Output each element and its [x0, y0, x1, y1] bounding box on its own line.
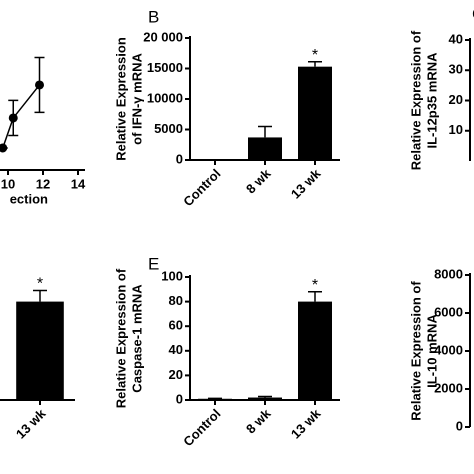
- y-tick-label: 10: [449, 122, 463, 137]
- point: [8, 113, 18, 123]
- y-axis-label: Relative Expression of: [408, 30, 423, 170]
- panel-label: E: [148, 254, 159, 273]
- x-tick-label: 8 wk: [243, 405, 274, 436]
- x-tick-label: 8 wk: [243, 165, 274, 196]
- error-bar: [308, 61, 322, 67]
- y-axis-label: Relative Expression of: [408, 281, 423, 421]
- error-bar: [258, 125, 272, 138]
- x-tick-label: Control: [180, 166, 223, 209]
- bar: [248, 137, 282, 160]
- y-tick-label: 0: [456, 418, 463, 433]
- x-tick-label: 13 wk: [288, 405, 324, 441]
- y-tick-label: 0: [176, 391, 183, 406]
- y-tick-label: 15000: [147, 60, 183, 75]
- y-tick-label: 10000: [147, 90, 183, 105]
- y-tick-label: 40: [169, 342, 183, 357]
- y-tick-label: 0: [176, 151, 183, 166]
- bar: [298, 66, 332, 160]
- y-tick-label: 2000: [434, 380, 463, 395]
- y-axis-label: Caspase-1 mRNA: [129, 284, 144, 393]
- point: [35, 80, 44, 90]
- x-tick-label: 10: [1, 176, 15, 191]
- significance: *: [312, 47, 318, 64]
- error-bar: [308, 291, 322, 302]
- y-axis-label: Relative Expression of: [113, 268, 128, 408]
- y-tick-label: 20: [449, 92, 463, 107]
- significance: *: [312, 277, 318, 294]
- y-tick-label: 40: [449, 31, 463, 46]
- line: [2, 84, 41, 149]
- panel-label: B: [148, 7, 159, 26]
- x-tick-label: 12: [36, 176, 50, 191]
- y-tick-label: 80: [169, 293, 183, 308]
- y-axis-label: Relative Expression: [113, 37, 128, 161]
- x-axis-label: ection: [10, 191, 48, 206]
- significance: *: [37, 276, 43, 293]
- y-tick-label: 8000: [434, 266, 463, 281]
- y-tick-label: 100: [161, 268, 183, 283]
- y-tick-label: 4000: [434, 342, 463, 357]
- bar: [298, 301, 332, 400]
- error-bar: [258, 395, 272, 398]
- x-tick-label: 13 wk: [288, 165, 324, 201]
- y-axis-label: of IFN-γ mRNA: [129, 53, 144, 145]
- y-axis-label: IL-10 mRNA: [424, 314, 439, 388]
- x-tick-label: 13 wk: [13, 405, 49, 441]
- y-tick-label: 20: [169, 367, 183, 382]
- x-tick-label: Control: [180, 406, 223, 449]
- y-tick-label: 6000: [434, 304, 463, 319]
- point: [0, 143, 8, 153]
- y-tick-label: 5000: [154, 121, 183, 136]
- y-tick-label: 20 000: [143, 29, 183, 44]
- bar: [16, 301, 64, 400]
- y-tick-label: 30: [449, 62, 463, 77]
- y-axis-label: IL-12p35 mRNA: [424, 52, 439, 149]
- bar: [198, 398, 232, 400]
- panel-label: C: [472, 4, 474, 23]
- x-tick-label: 14: [71, 176, 86, 191]
- error-bar: [33, 289, 47, 302]
- bar: [248, 397, 282, 400]
- y-tick-label: 60: [169, 318, 183, 333]
